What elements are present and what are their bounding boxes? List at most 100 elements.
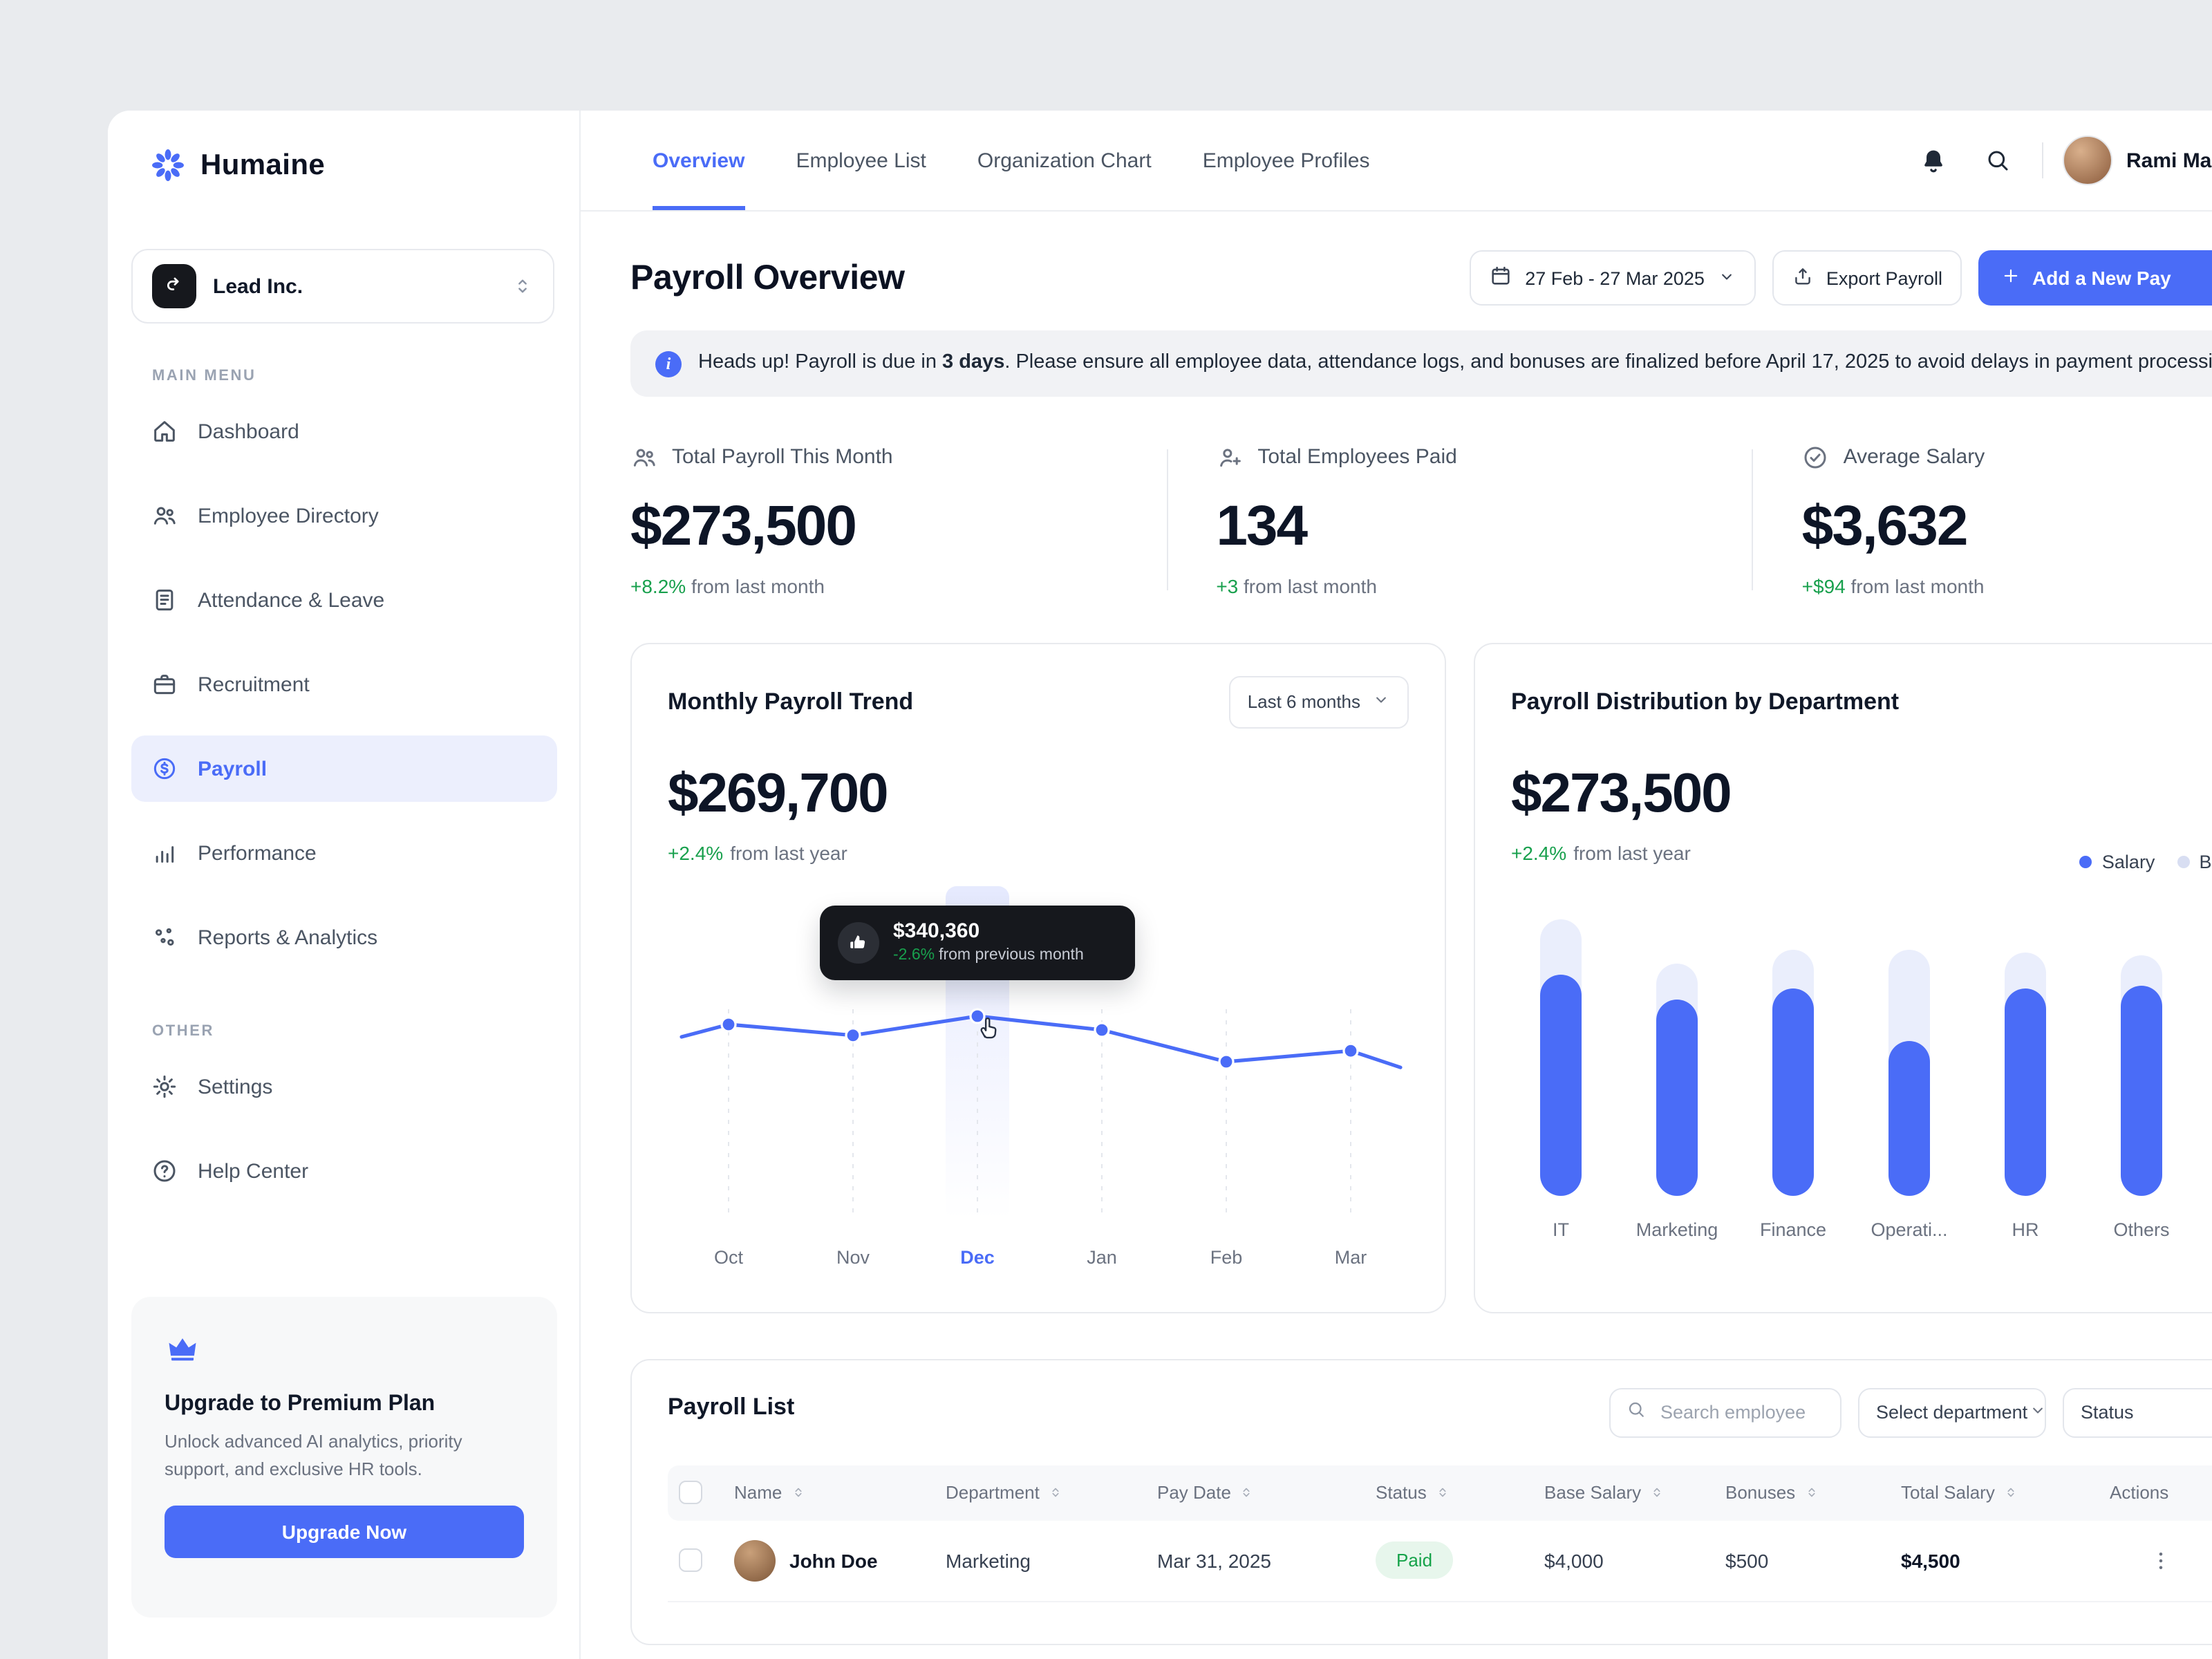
search-icon[interactable] <box>1984 147 2012 174</box>
trend-range-select[interactable]: Last 6 months <box>1229 675 1409 729</box>
sidebar-item-settings[interactable]: Settings <box>131 1053 557 1120</box>
sort-icon <box>794 1488 801 1498</box>
upgrade-title: Upgrade to Premium Plan <box>165 1392 435 1416</box>
sidebar-section-other: OTHER Settings Help Center <box>131 1023 557 1204</box>
sidebar-item-help-center[interactable]: Help Center <box>131 1138 557 1204</box>
company-name: Lead Inc. <box>213 274 303 298</box>
user-avatar[interactable] <box>2063 135 2112 185</box>
employee-avatar <box>734 1539 776 1582</box>
topbar-right: Rami Mal <box>1919 111 2212 210</box>
column-header-actions[interactable]: Actions <box>2110 1482 2169 1503</box>
cell-pay-date: Mar 31, 2025 <box>1157 1549 1271 1572</box>
sort-icon <box>1244 1488 1250 1498</box>
table-header-row: Name Department Pay Date Status Base Salary B… <box>668 1465 2212 1521</box>
date-range-picker[interactable]: 27 Feb - 27 Mar 2025 <box>1470 250 1756 306</box>
tab-employee-profiles[interactable]: Employee Profiles <box>1202 149 1370 172</box>
brand: Humaine <box>108 111 579 184</box>
trend-line-plot <box>668 998 1412 1219</box>
employee-search[interactable] <box>1609 1387 1841 1438</box>
sidebar-item-label: Help Center <box>198 1159 309 1183</box>
distribution-headline-value: $273,500 <box>1511 762 1732 824</box>
table-row[interactable]: John Doe Marketing Mar 31, 2025 Paid $4,000 $… <box>668 1521 2212 1602</box>
sidebar-item-recruitment[interactable]: Recruitment <box>131 651 557 718</box>
bar-label-it: IT <box>1553 1219 1569 1240</box>
info-icon: i <box>655 351 682 377</box>
help-icon <box>153 1160 176 1182</box>
search-employee-input[interactable] <box>1658 1400 1825 1425</box>
column-header-pay-date[interactable]: Pay Date <box>1157 1483 1376 1503</box>
sidebar-item-label: Dashboard <box>198 420 299 443</box>
bar-salary-finance <box>1772 988 1814 1196</box>
status-filter[interactable]: Status <box>2063 1387 2212 1438</box>
sidebar-item-payroll[interactable]: Payroll <box>131 735 557 802</box>
stat-value: $273,500 <box>630 493 857 557</box>
return-arrow-icon <box>167 277 179 290</box>
chevron-down-icon <box>1722 273 1732 279</box>
chart-legend: Salary Bonus <box>2079 852 2212 872</box>
divider <box>1166 449 1168 590</box>
row-actions-button[interactable] <box>2110 1548 2212 1573</box>
cell-total-salary: $4,500 <box>1901 1549 1960 1572</box>
column-header-name[interactable]: Name <box>734 1483 946 1503</box>
stat-delta: +8.2% from last month <box>630 574 825 597</box>
column-header-total-salary[interactable]: Total Salary <box>1901 1483 2110 1503</box>
sidebar-item-reports-analytics[interactable]: Reports & Analytics <box>131 904 557 971</box>
payroll-table: Name Department Pay Date Status Base Salary B… <box>668 1465 2212 1602</box>
column-header-bonuses[interactable]: Bonuses <box>1725 1483 1901 1503</box>
select-all-checkbox[interactable] <box>679 1481 702 1505</box>
column-header-base-salary[interactable]: Base Salary <box>1544 1483 1725 1503</box>
row-checkbox[interactable] <box>679 1548 702 1573</box>
bar-label-hr: HR <box>2012 1219 2039 1240</box>
sidebar: Humaine Lead Inc. MAIN MENU Dashboard Empl… <box>108 111 581 1659</box>
column-header-status[interactable]: Status <box>1376 1483 1544 1503</box>
legend-salary: Salary <box>2079 852 2155 872</box>
distribution-title: Payroll Distribution by Department <box>1511 688 1900 715</box>
tab-overview[interactable]: Overview <box>653 111 745 210</box>
bell-icon[interactable] <box>1919 146 1948 175</box>
department-filter[interactable]: Select department <box>1858 1387 2046 1438</box>
banner-text: Heads up! Payroll is due in 3 days. Plea… <box>698 351 2212 373</box>
dots-vertical-icon <box>2159 1552 2163 1569</box>
bar-salary-others <box>2121 985 2162 1196</box>
gear-icon <box>153 1075 176 1098</box>
people-icon <box>153 507 176 525</box>
tab-employee-list[interactable]: Employee List <box>796 149 926 172</box>
sidebar-item-label: Attendance & Leave <box>198 588 385 612</box>
page-actions: 27 Feb - 27 Mar 2025 Export Payroll Add … <box>1470 250 2212 306</box>
user-name[interactable]: Rami Mal <box>2126 149 2212 172</box>
check-circle-icon <box>1805 447 1827 469</box>
upgrade-card: Upgrade to Premium Plan Unlock advanced … <box>131 1297 557 1618</box>
home-icon <box>154 421 175 442</box>
sidebar-section-title: OTHER <box>152 1023 214 1040</box>
hand-cursor-icon <box>980 1017 997 1039</box>
company-selector[interactable]: Lead Inc. <box>131 249 554 324</box>
stat-total-employees-paid: Total Employees Paid 134 +3 from last mont… <box>1216 444 1703 597</box>
sidebar-item-label: Recruitment <box>198 673 310 696</box>
trend-line-svg <box>679 1008 1403 1214</box>
thumbs-up-icon <box>838 921 879 964</box>
x-axis-label-oct: Oct <box>713 1246 743 1268</box>
stats-row: Total Payroll This Month $273,500 +8.2% fr… <box>630 444 2212 597</box>
bar-label-finance: Finance <box>1759 1219 1827 1240</box>
tab-organization-chart[interactable]: Organization Chart <box>977 149 1152 172</box>
page-title: Payroll Overview <box>630 258 905 297</box>
page-header: Payroll Overview 27 Feb - 27 Mar 2025 Ex… <box>630 247 2212 308</box>
coin-icon <box>153 758 176 780</box>
bar-salary-it <box>1540 974 1582 1196</box>
cell-department: Marketing <box>946 1549 1031 1572</box>
sidebar-item-attendance-leave[interactable]: Attendance & Leave <box>131 567 557 633</box>
calendar-icon <box>1492 266 1510 285</box>
stat-delta: +$94 from last month <box>1801 574 1985 597</box>
upgrade-button[interactable]: Upgrade Now <box>165 1506 524 1559</box>
export-payroll-button[interactable]: Export Payroll <box>1772 250 1962 306</box>
sidebar-item-performance[interactable]: Performance <box>131 820 557 886</box>
select-all-cell <box>668 1481 734 1505</box>
employee-name: John Doe <box>789 1549 878 1572</box>
sidebar-item-employee-directory[interactable]: Employee Directory <box>131 482 557 549</box>
plus-icon <box>2004 269 2018 283</box>
add-payroll-button[interactable]: Add a New Pay <box>1978 250 2212 306</box>
bar-salary-marketing <box>1656 999 1698 1196</box>
sidebar-item-dashboard[interactable]: Dashboard <box>131 398 557 465</box>
sidebar-item-label: Employee Directory <box>198 504 379 527</box>
column-header-department[interactable]: Department <box>946 1483 1157 1503</box>
